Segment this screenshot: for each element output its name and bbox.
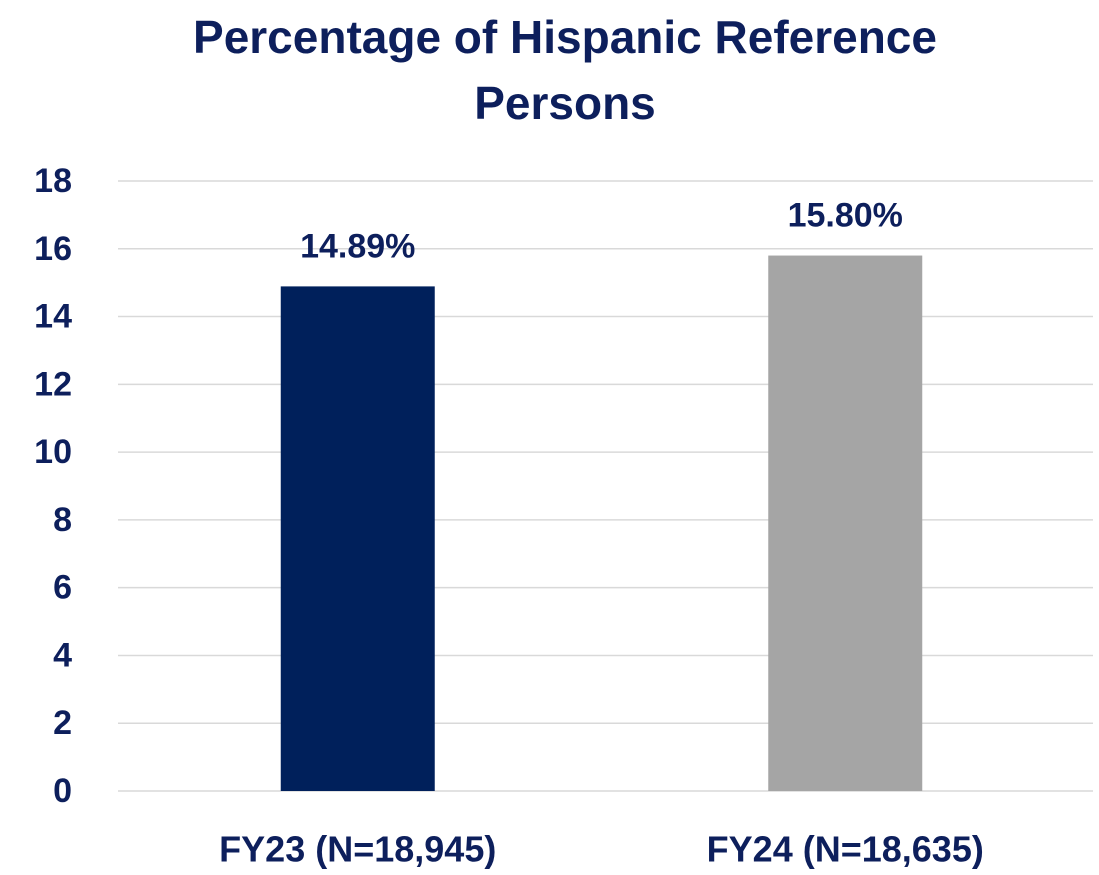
- bar: [768, 255, 923, 792]
- y-tick-label: 4: [53, 636, 72, 674]
- x-tick-label: FY23 (N=18,945): [219, 829, 496, 870]
- bar: [280, 286, 435, 791]
- y-tick-label: 8: [53, 501, 72, 539]
- y-tick-label: 14: [34, 298, 72, 336]
- y-tick-label: 12: [34, 365, 72, 403]
- chart-title: Percentage of Hispanic Reference Persons: [193, 11, 937, 129]
- y-tick-label: 16: [34, 230, 72, 268]
- y-tick-label: 18: [34, 162, 72, 200]
- value-label: 14.89%: [300, 227, 415, 265]
- value-label: 15.80%: [788, 197, 903, 235]
- y-tick-label: 6: [53, 569, 72, 607]
- y-tick-label: 10: [34, 433, 72, 471]
- x-tick-label: FY24 (N=18,635): [707, 829, 984, 870]
- y-tick-label: 0: [53, 772, 72, 810]
- y-tick-label: 2: [53, 704, 72, 742]
